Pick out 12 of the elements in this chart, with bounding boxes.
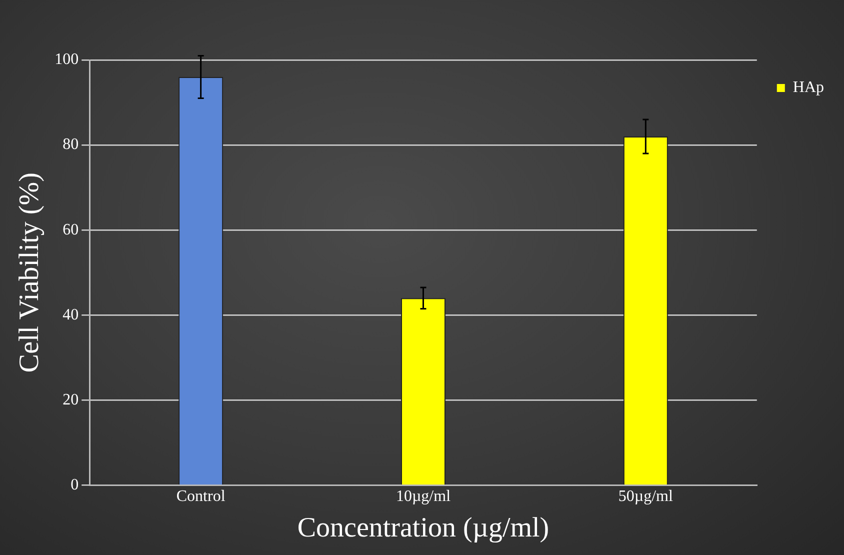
x-tick-label: 50µg/ml xyxy=(618,488,674,506)
x-tick-label: 10µg/ml xyxy=(396,488,452,506)
y-tick-label: 20 xyxy=(62,391,79,408)
x-axis-title: Concentration (µg/ml) xyxy=(297,512,550,544)
y-tick-label: 80 xyxy=(62,136,79,154)
y-tick-label: 40 xyxy=(62,306,79,324)
y-tick-label: 0 xyxy=(70,476,79,494)
y-tick-label: 60 xyxy=(62,221,79,238)
y-tick-label: 100 xyxy=(54,51,79,68)
y-axis-title: Cell Viability (%) xyxy=(14,172,46,373)
legend-label: HAp xyxy=(792,79,824,96)
x-tick-label: Control xyxy=(176,488,226,506)
